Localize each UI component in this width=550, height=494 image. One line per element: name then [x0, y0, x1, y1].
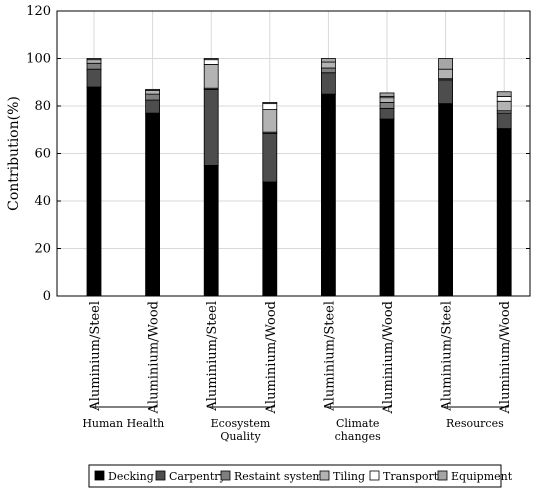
bar-segment-equipment — [86, 58, 102, 61]
group-label: Quality — [220, 430, 261, 443]
legend-swatch — [220, 470, 231, 481]
x-tick-label: Aluminium/Wood — [264, 301, 279, 414]
y-tick-label: 80 — [34, 99, 51, 114]
legend-label: Carpentry — [169, 470, 227, 483]
bar-segment-tiling — [262, 109, 278, 133]
bar-segment-tiling — [203, 64, 219, 89]
legend-swatch — [94, 470, 105, 481]
legend: Decking Carpentry Restaint system Tiling Tra… — [88, 464, 513, 488]
bar-segment-carpentry — [320, 72, 336, 95]
legend-swatch — [369, 470, 380, 481]
bar-segment-decking — [203, 164, 219, 297]
group-label: Resources — [446, 417, 504, 430]
group-label: Climate — [336, 417, 379, 430]
bar-segment-equipment — [496, 91, 512, 97]
bar-segment-transport — [203, 59, 219, 65]
legend-swatch — [437, 470, 448, 481]
bar-segment-restaint-system — [86, 62, 102, 70]
legend-box — [88, 464, 502, 488]
bar-segment-equipment — [320, 58, 336, 63]
legend-label: Decking — [108, 470, 154, 483]
y-tick-label: 0 — [43, 289, 51, 304]
bar-segment-tiling — [496, 100, 512, 112]
bar-segment-carpentry — [438, 79, 454, 105]
bar-segment-carpentry — [379, 107, 395, 120]
legend-swatch — [155, 470, 166, 481]
y-tick-label: 20 — [34, 242, 51, 257]
bar-segment-tiling — [86, 59, 102, 64]
y-tick-label: 40 — [34, 194, 51, 209]
x-tick-label: Aluminium/Steel — [440, 301, 455, 412]
x-tick-label: Aluminium/Steel — [322, 301, 337, 412]
bar-segment-carpentry — [145, 99, 161, 114]
bar-segment-restaint-system — [379, 102, 395, 109]
bar-segment-tiling — [320, 61, 336, 69]
bar-segment-decking — [145, 112, 161, 297]
bar-segment-carpentry — [203, 88, 219, 166]
legend-label: Equipment — [451, 470, 513, 483]
bar-segment-tiling — [379, 97, 395, 103]
bar-segment-equipment — [262, 102, 278, 105]
bar-segment-decking — [496, 128, 512, 297]
bar-segment-transport — [496, 96, 512, 102]
x-tick-label: Aluminium/Wood — [381, 301, 396, 414]
y-axis: 0 20 40 60 80 100 120 — [26, 4, 530, 304]
bar-segment-decking — [262, 181, 278, 297]
x-tick-label: Aluminium/Wood — [147, 301, 162, 414]
x-tick-label: Aluminium/Steel — [205, 301, 220, 412]
bar-segment-restaint-system — [145, 93, 161, 101]
bar-segment-carpentry — [496, 112, 512, 129]
y-axis-title: Contribution(%) — [6, 96, 22, 211]
bar-segment-decking — [438, 103, 454, 297]
group-label: Human Health — [82, 417, 164, 430]
bar-segment-equipment — [438, 58, 454, 70]
bar-segment-carpentry — [262, 132, 278, 183]
bar-segment-restaint-system — [320, 67, 336, 74]
grid-lines — [57, 10, 530, 297]
group-label: Ecosystem — [211, 417, 271, 430]
bar-segment-equipment — [145, 88, 161, 91]
legend-label: Transport — [383, 470, 439, 483]
bar-segment-tiling — [438, 68, 454, 80]
bar-segment-decking — [379, 118, 395, 297]
y-tick-label: 120 — [26, 4, 51, 19]
legend-swatch — [319, 470, 330, 481]
y-tick-label: 100 — [26, 52, 51, 67]
legend-label: Tiling — [333, 470, 365, 483]
y-tick-label: 60 — [34, 147, 51, 162]
bar-segment-equipment — [203, 58, 219, 61]
x-tick-label: Aluminium/Steel — [88, 301, 103, 412]
bar-segment-decking — [320, 93, 336, 297]
legend-label: Restaint system — [234, 470, 323, 483]
bars-layer — [86, 58, 512, 297]
x-tick-label: Aluminium/Wood — [498, 301, 513, 414]
group-label: changes — [335, 430, 381, 443]
bar-segment-carpentry — [86, 68, 102, 88]
x-axis: Aluminium/Steel Aluminium/Wood Aluminium/S… — [88, 292, 513, 414]
bar-segment-decking — [86, 86, 102, 297]
bar-segment-equipment — [379, 92, 395, 97]
bar-segment-tiling — [145, 90, 161, 95]
bar-segment-transport — [262, 103, 278, 110]
